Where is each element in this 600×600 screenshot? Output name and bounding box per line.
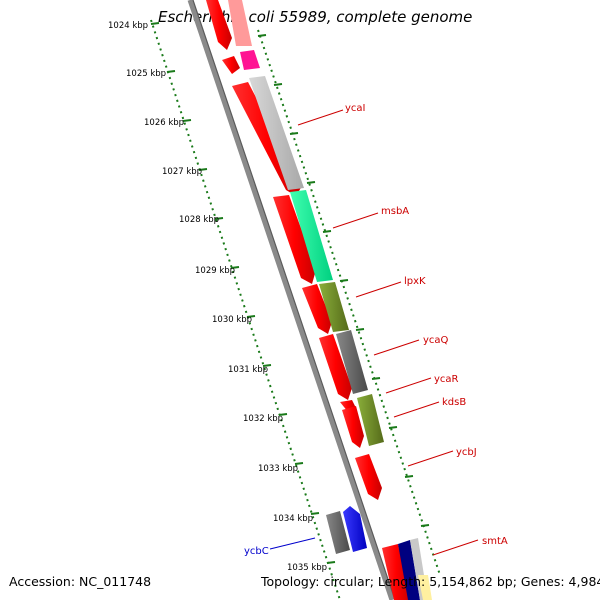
gene-label[interactable]: smtA	[482, 536, 508, 547]
cds-arrow[interactable]	[302, 284, 332, 334]
scale-ticks	[150, 22, 336, 564]
scale-label: 1033 kbp	[258, 464, 298, 474]
gene-label[interactable]: ycbJ	[456, 447, 477, 458]
scale-label: 1024 kbp	[108, 21, 148, 31]
topology-text: Topology: circular; Length: 5,154,862 bp…	[260, 574, 600, 589]
feature-block[interactable]	[319, 282, 349, 332]
scale-label: 1030 kbp	[212, 315, 252, 325]
scale-label: 1028 kbp	[179, 215, 219, 225]
scale-label: 1031 kbp	[228, 365, 268, 375]
backbone-shadow	[192, 0, 396, 600]
scale-label: 1035 kbp	[287, 563, 327, 573]
cds-arrow[interactable]	[342, 406, 364, 448]
feature-block[interactable]	[228, 0, 252, 46]
feature-block[interactable]	[357, 394, 384, 446]
outer-track-ticks	[257, 34, 430, 527]
accession-text: Accession: NC_011748	[9, 574, 151, 589]
cds-arrow[interactable]	[206, 0, 232, 50]
gene-label[interactable]: msbA	[381, 206, 409, 217]
scale-label: 1026 kbp	[144, 118, 184, 128]
reverse-features	[326, 506, 367, 554]
feature-block[interactable]	[240, 50, 260, 70]
gene-label[interactable]: ycbC	[244, 546, 269, 557]
map-title: Escherichia coli 55989, complete genome	[158, 8, 472, 26]
feature-block[interactable]	[290, 190, 333, 282]
scale-labels: 1024 kbp 1025 kbp 1026 kbp 1027 kbp 1028…	[108, 21, 327, 573]
cds-arrow[interactable]	[382, 544, 410, 600]
cds-arrow[interactable]	[273, 195, 316, 284]
cds-arrow[interactable]	[355, 454, 382, 500]
cds-arrow[interactable]	[222, 56, 240, 74]
cds-arrow-reverse[interactable]	[343, 506, 367, 552]
gene-labels: ycaI msbA lpxK ycaQ ycaR kdsB ycbJ smtA …	[244, 103, 508, 557]
feature-block[interactable]	[326, 511, 350, 554]
scale-label: 1027 kbp	[162, 167, 202, 177]
feature-block[interactable]	[418, 575, 432, 600]
gene-label[interactable]: ycaQ	[423, 335, 449, 346]
scale-label: 1025 kbp	[126, 69, 166, 79]
gene-label[interactable]: ycaR	[434, 374, 459, 385]
gene-label[interactable]: ycaI	[345, 103, 366, 114]
scale-label: 1029 kbp	[195, 266, 235, 276]
gene-label[interactable]: kdsB	[442, 397, 466, 408]
feature-track	[228, 0, 432, 600]
feature-block[interactable]	[398, 540, 420, 600]
scale-label: 1032 kbp	[243, 414, 283, 424]
forward-cds-track	[206, 0, 410, 600]
scale-label: 1034 kbp	[273, 514, 313, 524]
cds-arrow[interactable]	[319, 334, 352, 400]
feature-block[interactable]	[249, 76, 304, 190]
feature-block[interactable]	[336, 330, 368, 394]
gene-label[interactable]: lpxK	[404, 276, 426, 287]
backbone-line	[187, 0, 395, 600]
